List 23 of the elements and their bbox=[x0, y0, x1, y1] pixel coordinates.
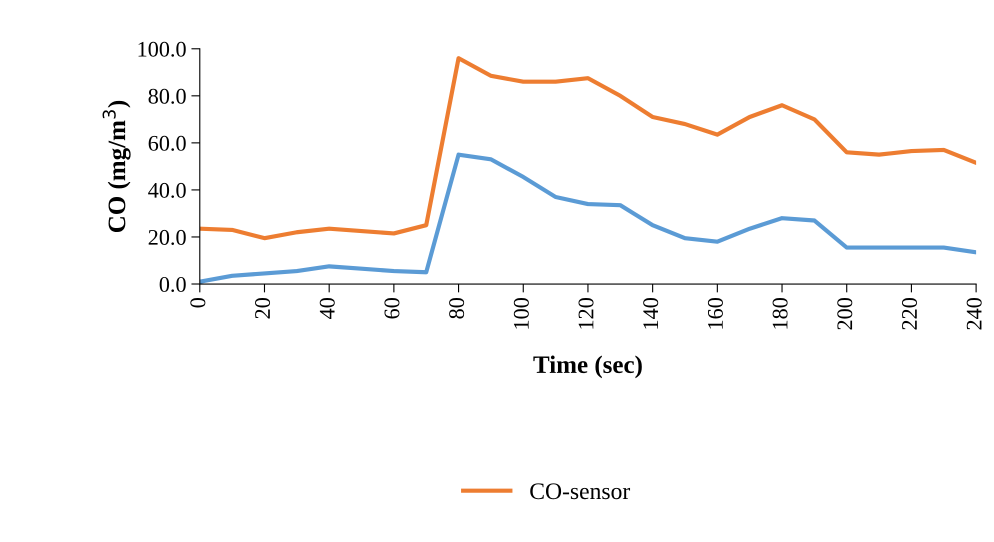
x-tick-label: 140 bbox=[643, 298, 658, 329]
y-tick-label: 80.0 bbox=[148, 88, 186, 104]
legend-label: CO-sensor bbox=[530, 483, 630, 500]
y-tick-label: 40.0 bbox=[148, 182, 186, 198]
y-tick-label: 0.0 bbox=[160, 276, 186, 292]
x-axis-title: Time (sec) bbox=[533, 356, 642, 378]
x-tick-label: 60 bbox=[384, 298, 400, 318]
x-tick-label: 180 bbox=[772, 298, 788, 329]
y-tick-label: 100.0 bbox=[138, 42, 186, 57]
x-tick-label: 100 bbox=[514, 298, 529, 329]
x-tick-label: 200 bbox=[837, 298, 852, 330]
x-tick-label: 240 bbox=[966, 298, 982, 330]
x-tick-label: 120 bbox=[578, 298, 594, 329]
line-series bbox=[200, 56, 976, 240]
y-tick-label: 60.0 bbox=[148, 136, 186, 151]
x-tick-label: 160 bbox=[708, 298, 723, 329]
x-tick-label: 20 bbox=[255, 298, 270, 318]
x-tick-label: 40 bbox=[320, 298, 335, 319]
x-tick-label: 0 bbox=[190, 298, 206, 308]
y-axis-title: CO (mg/m$^{3}$) bbox=[102, 100, 131, 232]
x-tick-label: 80 bbox=[449, 298, 464, 319]
y-tick-label: 20.0 bbox=[148, 230, 186, 245]
x-tick-label: 220 bbox=[902, 298, 917, 330]
